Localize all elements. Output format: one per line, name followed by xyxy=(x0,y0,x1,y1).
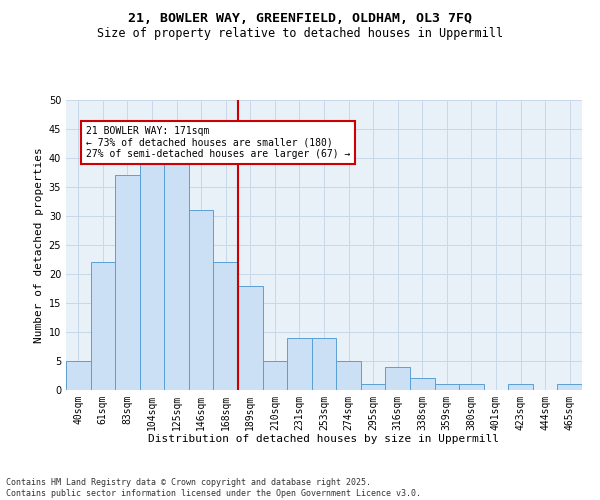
Text: 21, BOWLER WAY, GREENFIELD, OLDHAM, OL3 7FQ: 21, BOWLER WAY, GREENFIELD, OLDHAM, OL3 … xyxy=(128,12,472,26)
Y-axis label: Number of detached properties: Number of detached properties xyxy=(34,147,44,343)
Bar xyxy=(189,210,214,390)
Text: Size of property relative to detached houses in Uppermill: Size of property relative to detached ho… xyxy=(97,28,503,40)
Bar xyxy=(336,361,361,390)
Bar xyxy=(238,286,263,390)
Bar xyxy=(508,384,533,390)
Bar xyxy=(385,367,410,390)
Bar xyxy=(115,176,140,390)
Bar xyxy=(434,384,459,390)
Text: Contains HM Land Registry data © Crown copyright and database right 2025.
Contai: Contains HM Land Registry data © Crown c… xyxy=(6,478,421,498)
Text: 21 BOWLER WAY: 171sqm
← 73% of detached houses are smaller (180)
27% of semi-det: 21 BOWLER WAY: 171sqm ← 73% of detached … xyxy=(86,126,350,160)
Bar xyxy=(459,384,484,390)
Bar xyxy=(140,146,164,390)
Bar xyxy=(214,262,238,390)
Bar xyxy=(312,338,336,390)
Bar xyxy=(557,384,582,390)
Bar xyxy=(66,361,91,390)
X-axis label: Distribution of detached houses by size in Uppermill: Distribution of detached houses by size … xyxy=(149,434,499,444)
Bar xyxy=(91,262,115,390)
Bar xyxy=(263,361,287,390)
Bar xyxy=(287,338,312,390)
Bar xyxy=(164,152,189,390)
Bar xyxy=(361,384,385,390)
Bar xyxy=(410,378,434,390)
